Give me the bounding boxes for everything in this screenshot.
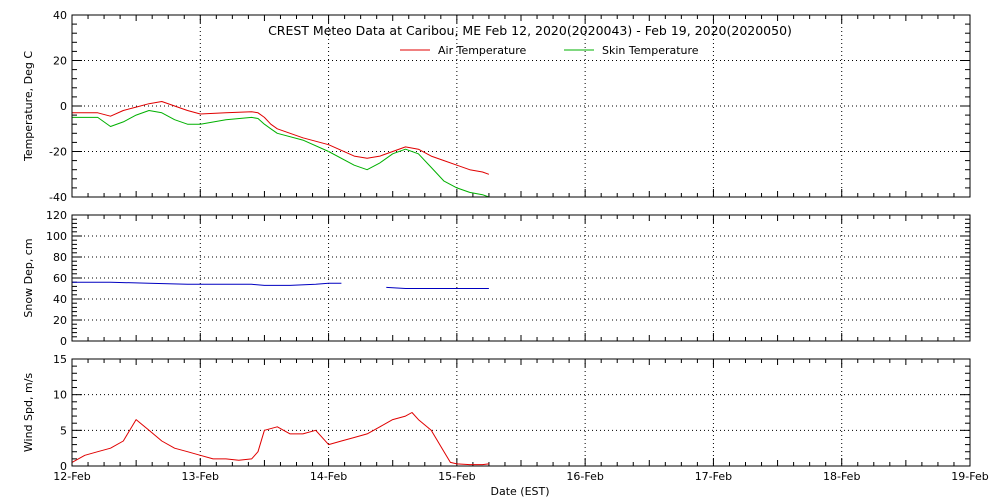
x-tick-label: 13-Feb [182,470,219,483]
chart-title: CREST Meteo Data at Caribou, ME Feb 12, … [268,23,792,38]
y-axis-label: Snow Dep, cm [22,238,35,317]
x-tick-label: 15-Feb [438,470,475,483]
y-axis-label: Temperature, Deg C [22,51,35,162]
y-tick-label: 40 [53,293,67,306]
y-tick-label: 0 [60,335,67,348]
x-tick-label: 14-Feb [310,470,347,483]
panel-frame [71,358,971,467]
y-tick-label: 15 [53,353,67,366]
y-tick-label: 0 [60,460,67,473]
y-tick-label: 40 [53,9,67,22]
y-tick-label: 20 [53,314,67,327]
panels-layer: 40 20 0 -20 -40 Temperature, Deg C Air Tempera… [22,9,989,483]
x-tick-label: 18-Feb [823,470,860,483]
y-tick-label: 10 [53,389,67,402]
x-tick-label: 12-Feb [53,470,90,483]
y-tick-label: 20 [53,55,67,68]
panel-frame [71,214,971,342]
y-axis-label: Wind Spd, m/s [22,373,35,453]
panel-frame [71,14,971,198]
legend-label: Air Temperature [438,44,527,57]
x-axis-label: Date (EST) [490,485,549,498]
y-tick-label: 120 [46,209,67,222]
legend-label: Skin Temperature [602,44,699,57]
series-line-1 [71,412,489,466]
series-line-1 [72,281,489,289]
x-tick-label: 17-Feb [695,470,732,483]
y-tick-label: -20 [49,146,67,159]
y-tick-label: 100 [46,230,67,243]
y-tick-label: 80 [53,251,67,264]
series-line-2 [72,110,490,198]
y-tick-label: 60 [53,272,67,285]
x-tick-label: 16-Feb [566,470,603,483]
x-tick-label: 19-Feb [951,470,988,483]
panel-2: 120 100 80 60 40 20 0 Snow Dep, cm [22,209,971,348]
y-tick-label: 0 [60,100,67,113]
series-line-1 [72,101,490,175]
panel-1: 40 20 0 -20 -40 Temperature, Deg C Air Tempera… [22,9,971,204]
y-tick-label: -40 [49,191,67,204]
y-tick-label: 5 [60,424,67,437]
panel-3: 15 10 5 0 Wind Spd, m/s [22,353,971,473]
